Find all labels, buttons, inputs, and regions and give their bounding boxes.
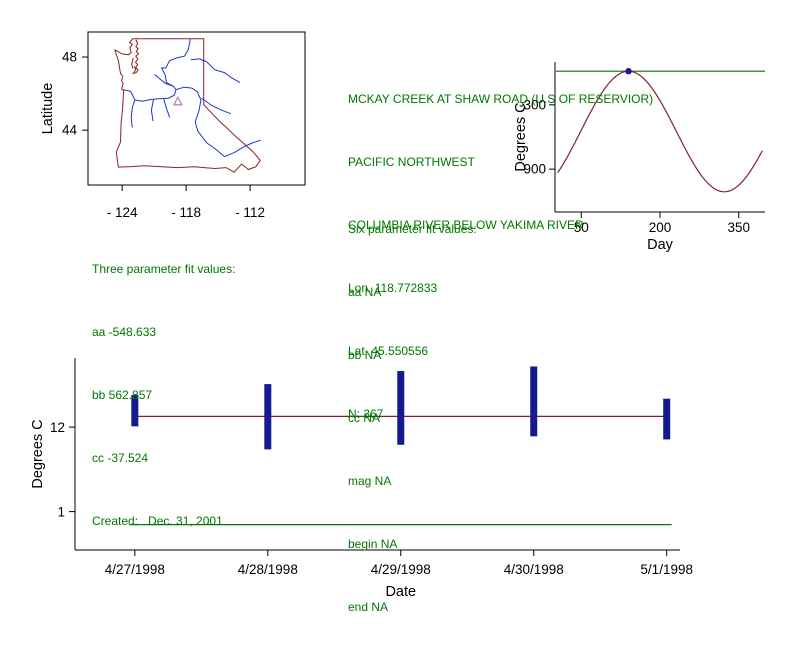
obs-x-tick-label: 4/28/1998	[238, 562, 298, 577]
fit-y-tick-label: -300	[519, 97, 546, 112]
pnw-map: 48 44 - 124 - 118 - 112 Latitude	[40, 31, 306, 220]
fit-x-tick-label: 200	[649, 220, 672, 235]
station-marker	[172, 95, 183, 106]
river	[163, 98, 171, 118]
map-frame	[87, 31, 306, 186]
station-basin: COLUMBIA RIVER BELOW YAKIMA RIVER	[348, 218, 584, 232]
obs-y-tick-label: 12	[50, 420, 65, 435]
fit-x-axis-title: Day	[647, 237, 674, 253]
daily-range-bar	[131, 394, 139, 427]
fit-y-tick-label: -900	[519, 162, 546, 177]
station-count: N: 367	[348, 407, 384, 421]
six-param-bb: bb NA	[348, 348, 382, 362]
river	[175, 86, 261, 158]
obs-x-tick-label: 4/27/1998	[105, 562, 165, 577]
map-x-tick-label: - 124	[107, 205, 138, 220]
region-boundary	[132, 39, 140, 75]
river	[150, 99, 155, 122]
river	[154, 74, 174, 87]
map-x-tick-label: - 118	[171, 205, 201, 220]
three-param-aa: aa -548.633	[92, 325, 157, 339]
fit-x-tick-label: 350	[727, 220, 750, 235]
station-latitude: Lat. 45.550556	[348, 344, 429, 358]
three-parameter-block: Three parameter fit values: aa -548.633 …	[92, 217, 235, 574]
map-y-tick-label: 48	[62, 50, 77, 65]
river	[130, 99, 136, 128]
three-param-bb: bb 562.857	[92, 388, 153, 402]
map-y-axis-title: Latitude	[40, 83, 56, 135]
river	[190, 58, 241, 84]
six-param-end: end NA	[348, 600, 389, 614]
six-parameter-block: Six parameter fit values: aa NA bb NA cc…	[348, 177, 477, 660]
river	[201, 97, 232, 115]
region-boundary	[131, 57, 134, 70]
fit-peak-marker	[625, 67, 632, 75]
sinusoid-fit-curve	[557, 70, 763, 193]
station-region: PACIFIC NORTHWEST	[348, 155, 475, 169]
six-param-heading: Six parameter fit values:	[348, 222, 477, 236]
seasonal-fit-chart: -300 -900 50 200 350 Day Degrees C	[513, 62, 765, 253]
station-longitude: Lon. 118.772833	[348, 281, 438, 295]
obs-x-tick-label: 5/1/1998	[640, 562, 693, 577]
six-param-begin: begin NA	[348, 537, 398, 551]
obs-y-axis-title: Degrees C	[30, 419, 46, 488]
six-param-mag: mag NA	[348, 474, 392, 488]
created-date: Created: Dec. 31, 2001	[92, 514, 223, 528]
map-x-tick-label: - 112	[235, 205, 265, 220]
river	[123, 38, 191, 102]
station-info-block: MCKAY CREEK AT SHAW ROAD (U.S OF RESERVI…	[348, 47, 653, 467]
station-title: MCKAY CREEK AT SHAW ROAD (U.S OF RESERVI…	[348, 92, 654, 106]
daily-range-bar	[264, 384, 272, 450]
six-param-aa: aa NA	[348, 285, 382, 299]
three-param-cc: cc -37.524	[92, 451, 149, 465]
daily-range-bar	[530, 366, 538, 437]
fit-y-axis-title: Degrees C	[513, 102, 529, 171]
daily-range-bar	[397, 371, 405, 445]
obs-y-tick-label: 1	[57, 505, 65, 520]
three-param-heading: Three parameter fit values:	[92, 262, 236, 276]
region-boundary	[114, 38, 261, 173]
fit-x-tick-label: 50	[574, 220, 589, 235]
daily-range-bar	[663, 398, 671, 440]
six-param-cc: cc NA	[348, 411, 381, 425]
splus-plot-window: 48 44 - 124 - 118 - 112 Latitude -300 -900 50 20…	[30, 31, 765, 614]
map-y-tick-label: 44	[62, 123, 78, 138]
obs-x-axis-title: Date	[385, 584, 416, 600]
daily-temperature-chart: 12 1 4/27/1998 4/28/1998 4/29/1998 4/30/1998 5…	[30, 358, 693, 600]
obs-x-tick-label: 4/30/1998	[504, 562, 564, 577]
obs-x-tick-label: 4/29/1998	[371, 562, 431, 577]
